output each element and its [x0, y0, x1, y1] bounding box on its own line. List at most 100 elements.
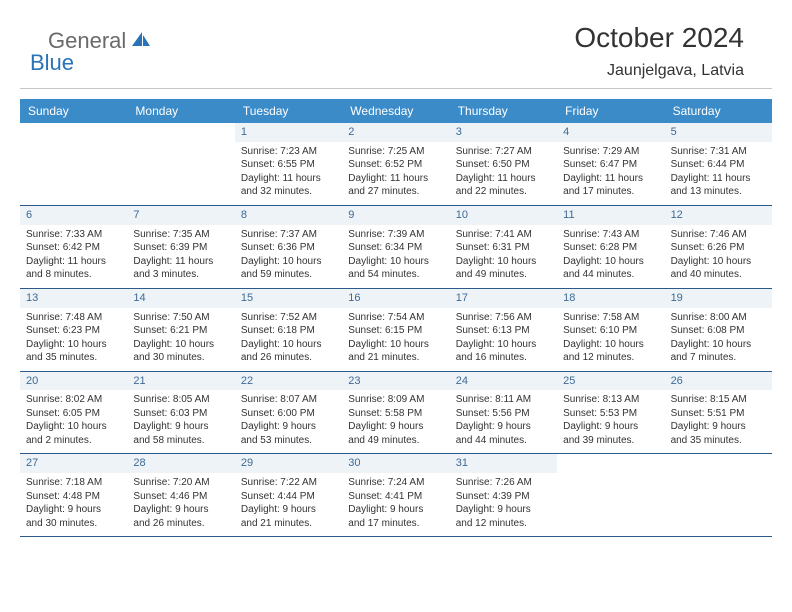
calendar: Sunday Monday Tuesday Wednesday Thursday…	[20, 99, 772, 537]
day-info-line: Daylight: 9 hours	[26, 503, 121, 517]
logo-text-blue: Blue	[30, 50, 74, 75]
day-info-line: and 17 minutes.	[563, 185, 658, 199]
day-cell	[20, 123, 127, 205]
day-info-line: Daylight: 9 hours	[456, 420, 551, 434]
day-info-line: Daylight: 9 hours	[671, 420, 766, 434]
week-row: 20Sunrise: 8:02 AMSunset: 6:05 PMDayligh…	[20, 372, 772, 455]
day-info-line: Sunrise: 7:52 AM	[241, 311, 336, 325]
day-cell	[665, 454, 772, 536]
day-info-line: and 8 minutes.	[26, 268, 121, 282]
header: General October 2024 Jaunjelgava, Latvia	[20, 0, 772, 89]
day-cell: 31 Sunrise: 7:26 AMSunset: 4:39 PMDayligh…	[450, 454, 557, 536]
day-info-line: Sunrise: 7:35 AM	[133, 228, 228, 242]
day-info-line: Sunrise: 7:29 AM	[563, 145, 658, 159]
day-number: 22	[235, 372, 342, 391]
day-number: 31	[450, 454, 557, 473]
day-info-line: and 54 minutes.	[348, 268, 443, 282]
day-info-line: and 7 minutes.	[671, 351, 766, 365]
day-number: 19	[665, 289, 772, 308]
day-cell: 29Sunrise: 7:22 AMSunset: 4:44 PMDayligh…	[235, 454, 342, 536]
day-info-line: Daylight: 9 hours	[241, 420, 336, 434]
day-cell	[557, 454, 664, 536]
day-cell: 5Sunrise: 7:31 AMSunset: 6:44 PMDaylight…	[665, 123, 772, 205]
day-cell: 19Sunrise: 8:00 AMSunset: 6:08 PMDayligh…	[665, 289, 772, 371]
day-info-line: and 59 minutes.	[241, 268, 336, 282]
day-number: 12	[665, 206, 772, 225]
day-header: Saturday	[665, 99, 772, 123]
day-header-row: Sunday Monday Tuesday Wednesday Thursday…	[20, 99, 772, 123]
day-cell: 8Sunrise: 7:37 AMSunset: 6:36 PMDaylight…	[235, 206, 342, 288]
day-info-line: Daylight: 10 hours	[26, 420, 121, 434]
week-row: 27Sunrise: 7:18 AMSunset: 4:48 PMDayligh…	[20, 454, 772, 537]
day-info-line: and 44 minutes.	[563, 268, 658, 282]
day-info-line: and 49 minutes.	[456, 268, 551, 282]
day-info-line: Daylight: 10 hours	[456, 255, 551, 269]
day-cell: 4Sunrise: 7:29 AMSunset: 6:47 PMDaylight…	[557, 123, 664, 205]
day-info-line: and 26 minutes.	[133, 517, 228, 531]
day-info-line: Daylight: 10 hours	[241, 255, 336, 269]
day-info-line: Sunrise: 8:05 AM	[133, 393, 228, 407]
day-cell: 16Sunrise: 7:54 AMSunset: 6:15 PMDayligh…	[342, 289, 449, 371]
day-info-line: Sunset: 4:44 PM	[241, 490, 336, 504]
day-number: 11	[557, 206, 664, 225]
day-cell: 24Sunrise: 8:11 AMSunset: 5:56 PMDayligh…	[450, 372, 557, 454]
day-info-line: Daylight: 10 hours	[241, 338, 336, 352]
day-cell: 3Sunrise: 7:27 AMSunset: 6:50 PMDaylight…	[450, 123, 557, 205]
day-cell: 14Sunrise: 7:50 AMSunset: 6:21 PMDayligh…	[127, 289, 234, 371]
day-info-line: Sunset: 6:21 PM	[133, 324, 228, 338]
day-info-line: Sunset: 5:53 PM	[563, 407, 658, 421]
day-info-line: and 44 minutes.	[456, 434, 551, 448]
day-info-line: Daylight: 11 hours	[348, 172, 443, 186]
day-info-line: and 2 minutes.	[26, 434, 121, 448]
day-info-line: and 26 minutes.	[241, 351, 336, 365]
day-info-line: Sunset: 6:18 PM	[241, 324, 336, 338]
day-info-line: Daylight: 9 hours	[456, 503, 551, 517]
day-info-line: Sunrise: 7:56 AM	[456, 311, 551, 325]
day-cell: 23Sunrise: 8:09 AMSunset: 5:58 PMDayligh…	[342, 372, 449, 454]
week-row: 13Sunrise: 7:48 AMSunset: 6:23 PMDayligh…	[20, 289, 772, 372]
day-info-line: Sunset: 6:28 PM	[563, 241, 658, 255]
day-info-line: Sunrise: 7:41 AM	[456, 228, 551, 242]
day-info-line: Sunrise: 7:20 AM	[133, 476, 228, 490]
day-info-line: and 12 minutes.	[563, 351, 658, 365]
day-info-line: and 53 minutes.	[241, 434, 336, 448]
day-info-line: Sunset: 6:44 PM	[671, 158, 766, 172]
day-info-line: Daylight: 9 hours	[348, 420, 443, 434]
day-info-line: Sunset: 6:50 PM	[456, 158, 551, 172]
day-info-line: Sunrise: 7:48 AM	[26, 311, 121, 325]
day-cell: 28Sunrise: 7:20 AMSunset: 4:46 PMDayligh…	[127, 454, 234, 536]
day-info-line: Daylight: 10 hours	[133, 338, 228, 352]
day-info-line: Daylight: 9 hours	[133, 503, 228, 517]
day-number: 5	[665, 123, 772, 142]
day-cell: 9Sunrise: 7:39 AMSunset: 6:34 PMDaylight…	[342, 206, 449, 288]
day-info-line: Sunrise: 7:58 AM	[563, 311, 658, 325]
day-info-line: Sunset: 4:41 PM	[348, 490, 443, 504]
day-info-line: Sunset: 6:13 PM	[456, 324, 551, 338]
day-info-line: Sunset: 6:31 PM	[456, 241, 551, 255]
sail-icon	[130, 30, 152, 53]
day-cell: 1Sunrise: 7:23 AMSunset: 6:55 PMDaylight…	[235, 123, 342, 205]
day-info-line: and 27 minutes.	[348, 185, 443, 199]
day-info-line: Sunrise: 7:37 AM	[241, 228, 336, 242]
day-number: 1	[235, 123, 342, 142]
title-block: October 2024 Jaunjelgava, Latvia	[574, 22, 744, 80]
day-info-line: Sunrise: 7:26 AM	[456, 476, 551, 490]
week-row: 6Sunrise: 7:33 AMSunset: 6:42 PMDaylight…	[20, 206, 772, 289]
day-number: 8	[235, 206, 342, 225]
day-info-line: and 21 minutes.	[241, 517, 336, 531]
day-info-line: and 35 minutes.	[671, 434, 766, 448]
day-info-line: Sunset: 6:00 PM	[241, 407, 336, 421]
day-number: 25	[557, 372, 664, 391]
day-number: 10	[450, 206, 557, 225]
day-cell: 30Sunrise: 7:24 AMSunset: 4:41 PMDayligh…	[342, 454, 449, 536]
day-number: 13	[20, 289, 127, 308]
day-cell	[127, 123, 234, 205]
day-info-line: Sunset: 6:03 PM	[133, 407, 228, 421]
day-cell: 26Sunrise: 8:15 AMSunset: 5:51 PMDayligh…	[665, 372, 772, 454]
day-info-line: Sunrise: 7:18 AM	[26, 476, 121, 490]
day-info-line: and 12 minutes.	[456, 517, 551, 531]
day-info-line: and 58 minutes.	[133, 434, 228, 448]
day-info-line: Daylight: 10 hours	[671, 255, 766, 269]
day-info-line: Sunrise: 8:02 AM	[26, 393, 121, 407]
day-info-line: Sunset: 4:39 PM	[456, 490, 551, 504]
